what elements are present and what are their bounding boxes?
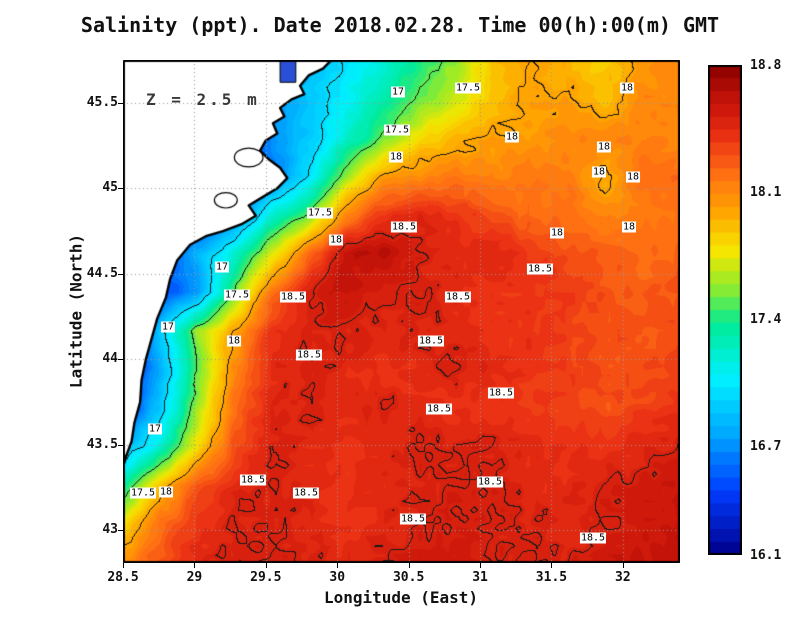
y-tick-label: 44.5	[86, 265, 118, 281]
contour-label: 18.5	[399, 513, 427, 525]
x-tick-label: 30	[329, 570, 346, 585]
y-tick-mark	[118, 359, 123, 361]
x-tick-mark	[551, 563, 553, 568]
y-tick-mark	[118, 273, 123, 275]
y-tick-label: 45.5	[86, 94, 118, 110]
x-tick-mark	[337, 563, 339, 568]
y-tick-mark	[118, 188, 123, 190]
contour-label: 18.5	[279, 291, 307, 303]
x-tick-label: 30.5	[392, 570, 425, 585]
contour-label: 18	[388, 151, 404, 163]
x-tick-label: 32	[615, 570, 631, 585]
contour-label: 18.5	[417, 335, 445, 347]
contour-label: 17	[147, 423, 163, 435]
contour-label: 18	[504, 131, 520, 143]
y-tick-mark	[118, 444, 123, 446]
contour-label: 18	[621, 221, 637, 233]
contour-label: 17.5	[383, 124, 411, 136]
contour-label: 18	[549, 227, 565, 239]
x-tick-label: 28.5	[107, 570, 139, 585]
colorbar-tick-label: 16.7	[750, 439, 782, 455]
contour-label: 17.5	[306, 207, 334, 219]
x-tick-label: 31.5	[535, 570, 568, 585]
colorbar-tick-label: 17.4	[750, 312, 782, 328]
x-tick-mark	[622, 563, 624, 568]
contour-label: 18.5	[292, 487, 320, 499]
colorbar-tick-label: 18.1	[750, 185, 782, 201]
contour-label: 17.5	[129, 487, 157, 499]
contour-label: 18.5	[425, 403, 453, 415]
contour-label: 17.5	[454, 82, 482, 94]
y-tick-label: 44	[102, 351, 118, 367]
contour-label: 18.5	[239, 474, 267, 486]
contour-label: 18.5	[444, 291, 472, 303]
y-tick-label: 45	[102, 180, 118, 196]
contour-label: 18.5	[295, 349, 323, 361]
contour-label: 18	[158, 486, 174, 498]
y-tick-label: 43	[102, 522, 118, 538]
colorbar-tick-label: 16.1	[750, 548, 782, 563]
x-tick-mark	[408, 563, 410, 568]
contour-label: 18	[226, 335, 242, 347]
contour-label: 18	[625, 171, 641, 183]
x-tick-mark	[480, 563, 482, 568]
x-tick-mark	[265, 563, 267, 568]
contour-label: 17.5	[223, 289, 251, 301]
x-axis-label: Longitude (East)	[323, 588, 479, 607]
salinity-heatmap-canvas	[123, 60, 680, 563]
contour-label: 17	[390, 86, 406, 98]
y-tick-mark	[118, 102, 123, 104]
figure-title: Salinity (ppt). Date 2018.02.28. Time 00…	[80, 13, 720, 37]
x-tick-label: 29.5	[250, 570, 282, 585]
colorbar-tick-label: 18.8	[750, 58, 782, 73]
contour-label: 18.5	[579, 532, 607, 544]
contour-label: 18.5	[526, 263, 554, 275]
contour-label: 18	[619, 82, 635, 94]
x-tick-mark	[194, 563, 196, 568]
depth-annotation: Z = 2.5 m	[146, 90, 260, 109]
y-tick-label: 43.5	[86, 436, 118, 452]
contour-label: 18	[328, 234, 344, 246]
colorbar	[708, 65, 742, 555]
contour-label: 17	[214, 261, 230, 273]
contour-label: 18	[591, 166, 607, 178]
contour-label: 18.5	[476, 476, 504, 488]
contour-label: 18	[596, 141, 612, 153]
y-tick-mark	[118, 530, 123, 532]
x-tick-label: 31	[472, 570, 488, 585]
contour-label: 18.5	[390, 221, 418, 233]
x-tick-mark	[123, 563, 124, 568]
contour-label: 17	[160, 321, 176, 333]
x-tick-label: 29	[186, 570, 203, 585]
contour-label: 18.5	[487, 387, 515, 399]
